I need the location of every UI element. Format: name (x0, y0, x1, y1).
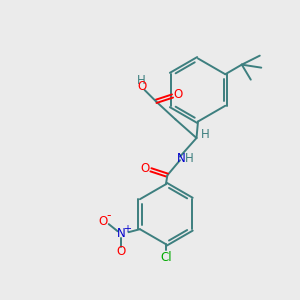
Text: H: H (200, 128, 209, 142)
Text: -: - (106, 209, 111, 222)
Text: O: O (117, 245, 126, 258)
Text: +: + (123, 224, 131, 234)
Text: O: O (174, 88, 183, 101)
Text: O: O (99, 214, 108, 228)
Text: N: N (117, 227, 126, 240)
Text: O: O (137, 80, 146, 94)
Text: H: H (137, 74, 146, 88)
Text: H: H (185, 152, 194, 165)
Text: O: O (140, 162, 149, 175)
Text: N: N (177, 152, 186, 165)
Text: Cl: Cl (161, 251, 172, 264)
